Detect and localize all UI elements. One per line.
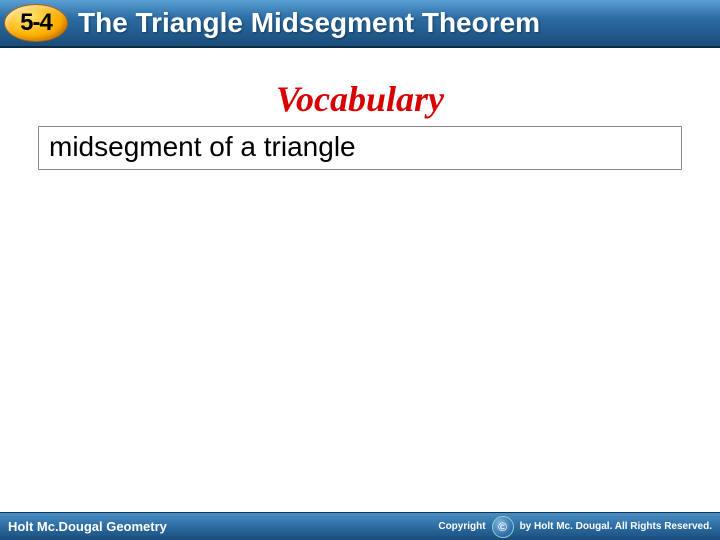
- slide-header: 5-4 The Triangle Midsegment Theorem: [0, 0, 720, 48]
- lesson-number-badge: 5-4: [4, 4, 68, 42]
- copyright-text-label: Copyright: [438, 521, 485, 532]
- slide-content: Vocabulary midsegment of a triangle: [0, 48, 720, 512]
- footer-book-title: Holt Mc.Dougal Geometry: [8, 519, 167, 534]
- vocabulary-heading: Vocabulary: [20, 78, 700, 120]
- copyright-text: by Holt Mc. Dougal. All Rights Reserved.: [520, 521, 712, 532]
- lesson-number-text: 5-4: [20, 9, 52, 37]
- vocabulary-term: midsegment of a triangle: [49, 131, 356, 162]
- slide-title: The Triangle Midsegment Theorem: [78, 7, 540, 39]
- footer-copyright: Copyright © by Holt Mc. Dougal. All Righ…: [438, 516, 712, 538]
- slide-footer: Holt Mc.Dougal Geometry Copyright © by H…: [0, 512, 720, 540]
- copyright-symbol: ©: [498, 520, 507, 534]
- vocabulary-term-box: midsegment of a triangle: [38, 126, 682, 170]
- copyright-icon: ©: [492, 516, 514, 538]
